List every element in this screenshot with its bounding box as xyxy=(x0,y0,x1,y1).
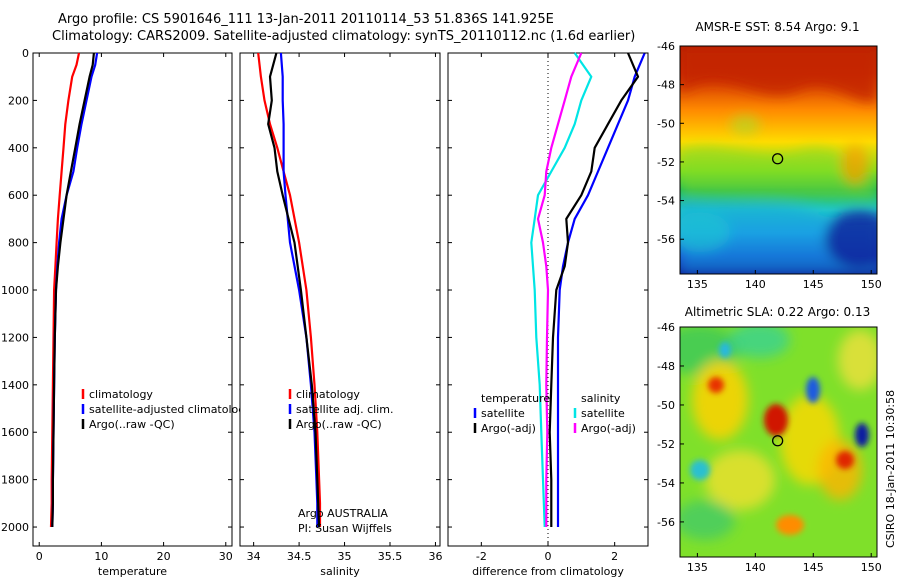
legend-entry: Argo(-adj) xyxy=(481,422,536,435)
figure-title-line2: Climatology: CARS2009. Satellite-adjuste… xyxy=(52,29,636,44)
sst-map xyxy=(679,45,878,275)
y-tick-label: -52 xyxy=(657,438,675,451)
series-line xyxy=(49,52,81,528)
x-tick-label: -2 xyxy=(476,550,487,563)
legend-entry: climatology xyxy=(89,388,153,401)
legend-entry: satellite xyxy=(481,407,525,420)
y-tick-label: 1600 xyxy=(1,426,29,439)
annotation-text: Argo AUSTRALIA xyxy=(298,507,388,520)
x-axis-label: salinity xyxy=(320,565,360,578)
legend-entry: satellite xyxy=(581,407,625,420)
legend-entry: Argo(..raw -QC) xyxy=(296,418,382,431)
series-line xyxy=(51,52,95,528)
y-tick-label: 1400 xyxy=(1,379,29,392)
plot-frame xyxy=(32,52,233,547)
x-tick-label: 135 xyxy=(687,278,708,291)
y-tick-label: 600 xyxy=(8,189,29,202)
map-title: AMSR-E SST: 8.54 Argo: 9.1 xyxy=(695,20,859,34)
y-tick-label: -48 xyxy=(657,79,675,92)
y-tick-label: 2000 xyxy=(1,521,29,534)
y-tick-label: 1800 xyxy=(1,474,29,487)
x-tick-label: 140 xyxy=(745,278,766,291)
x-tick-label: 0 xyxy=(545,550,552,563)
x-tick-label: 10 xyxy=(94,550,108,563)
y-tick-label: 800 xyxy=(8,237,29,250)
legend-entry: Argo(-adj) xyxy=(581,422,636,435)
x-tick-label: 150 xyxy=(861,561,882,574)
series-line xyxy=(556,52,646,527)
y-tick-label: -50 xyxy=(657,117,675,130)
series-line xyxy=(257,52,322,527)
x-axis-label: difference from climatology xyxy=(472,565,624,578)
series-line xyxy=(536,52,583,527)
map-title: Altimetric SLA: 0.22 Argo: 0.13 xyxy=(685,305,870,319)
legend-group-heading: salinity xyxy=(581,392,621,405)
series-line xyxy=(548,52,640,527)
legend-entry: satellite adj. clim. xyxy=(296,403,393,416)
y-tick-label: 0 xyxy=(22,47,29,60)
x-tick-label: 0 xyxy=(36,550,43,563)
legend-entry: climatology xyxy=(296,388,360,401)
y-tick-label: -48 xyxy=(657,360,675,373)
y-tick-label: -52 xyxy=(657,156,675,169)
map-axes-1: AMSR-E SST: 8.54 Argo: 9.1 -46 -48 -50 -52 -5… xyxy=(657,20,882,291)
y-tick-label: -54 xyxy=(657,195,675,208)
annotation-text: PI: Susan Wijffels xyxy=(298,522,392,535)
y-tick-label: 200 xyxy=(8,94,29,107)
y-tick-label: -46 xyxy=(657,40,675,53)
legend-entry: Argo(..raw -QC) xyxy=(89,418,175,431)
x-tick-label: 35 xyxy=(338,550,352,563)
map-axes-2: Altimetric SLA: 0.22 Argo: 0.13 -46 -48 -50… xyxy=(657,305,882,574)
x-tick-label: 36 xyxy=(428,550,442,563)
x-tick-label: 34.5 xyxy=(287,550,312,563)
profile-panel-3: -2 0 2 difference from climatology temperatu… xyxy=(447,52,649,578)
sla-map xyxy=(679,326,878,558)
series-line xyxy=(267,52,321,528)
x-tick-label: 140 xyxy=(745,561,766,574)
y-tick-label: -56 xyxy=(657,233,675,246)
x-tick-label: 30 xyxy=(219,550,233,563)
argo-location-marker xyxy=(771,435,784,447)
x-axis-label: temperature xyxy=(98,565,167,578)
x-tick-label: 145 xyxy=(803,561,824,574)
x-tick-label: 34 xyxy=(247,550,261,563)
x-tick-label: 150 xyxy=(861,278,882,291)
y-tick-label: 1000 xyxy=(1,284,29,297)
profile-panel-1: 0 200 400 600 800 1000 1200 1400 1600 1800 2000 0 10… xyxy=(1,47,252,578)
y-tick-label: 1200 xyxy=(1,331,29,344)
figure-title-line1: Argo profile: CS 5901646_111 13-Jan-2011… xyxy=(58,12,554,27)
y-tick-label: -56 xyxy=(657,516,675,529)
legend-entry: satellite-adjusted climatology xyxy=(89,403,252,416)
x-tick-label: 145 xyxy=(803,278,824,291)
argo-location-marker xyxy=(771,153,784,165)
x-tick-label: 35.5 xyxy=(378,550,403,563)
x-tick-label: 135 xyxy=(687,561,708,574)
profile-panel-2: 34 34.5 35 35.5 36 salinity climatology satelli… xyxy=(239,52,442,578)
series-line xyxy=(530,52,593,528)
y-tick-label: -54 xyxy=(657,477,675,490)
x-tick-label: 20 xyxy=(157,550,171,563)
legend-group-heading: temperature xyxy=(481,392,550,405)
y-tick-label: -50 xyxy=(657,399,675,412)
x-tick-label: 2 xyxy=(611,550,618,563)
y-tick-label: 400 xyxy=(8,142,29,155)
y-tick-label: -46 xyxy=(657,321,675,334)
